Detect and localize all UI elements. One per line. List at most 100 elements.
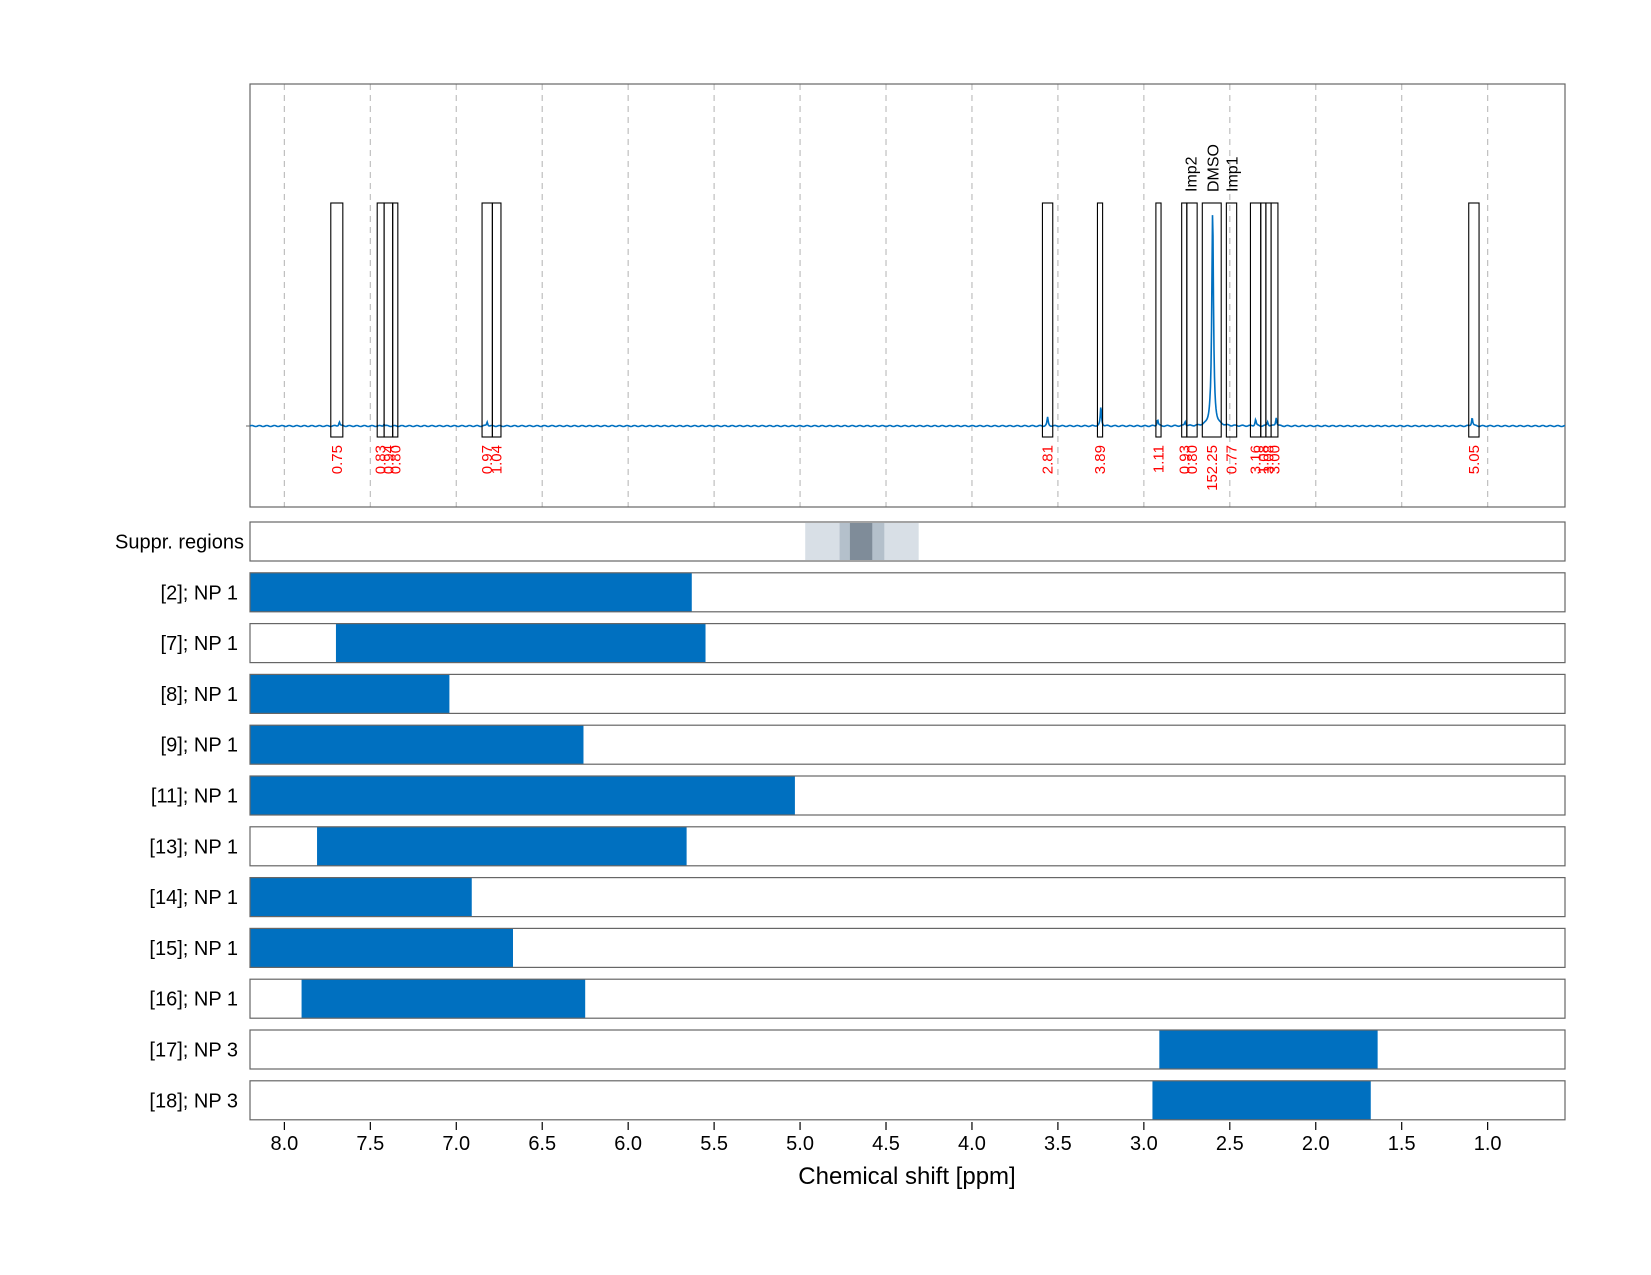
bar-row-frame bbox=[249, 724, 1566, 765]
x-tick-label: 6.0 bbox=[614, 1133, 642, 1155]
bar-row-label: [16]; NP 1 bbox=[149, 989, 238, 1011]
integral-label: 2.81 bbox=[1040, 445, 1057, 474]
integral-label: 152.25 bbox=[1204, 445, 1221, 491]
integral-label: 3.89 bbox=[1092, 445, 1109, 474]
x-tick-label: 7.5 bbox=[356, 1133, 384, 1155]
x-tick-label: 5.5 bbox=[700, 1133, 728, 1155]
region-bar bbox=[301, 979, 586, 1019]
bar-row-label: [14]; NP 1 bbox=[149, 887, 238, 909]
x-tick-label: 3.0 bbox=[1130, 1133, 1158, 1155]
bar-row-label: [7]; NP 1 bbox=[161, 633, 238, 655]
annotation-label: Imp1 bbox=[1225, 156, 1242, 192]
integral-label: 0.93 bbox=[1176, 445, 1193, 474]
bar-row-frame bbox=[249, 876, 1566, 918]
x-tick-label: 1.5 bbox=[1388, 1133, 1416, 1155]
bar-row-frame bbox=[249, 1029, 1566, 1070]
integral-label: 3.08 bbox=[1260, 445, 1277, 474]
integral-label: 0.77 bbox=[1224, 445, 1241, 474]
integral-box bbox=[1186, 202, 1198, 438]
grid-lines bbox=[246, 84, 1489, 507]
suppression-panel: Suppr. regions bbox=[115, 521, 1566, 562]
integral-label: 0.80 bbox=[387, 445, 404, 474]
region-bar bbox=[250, 572, 692, 612]
integral-box bbox=[1096, 202, 1104, 438]
bar-row-frame bbox=[249, 673, 1566, 715]
region-bar bbox=[250, 877, 472, 917]
x-tick-label: 4.0 bbox=[958, 1133, 986, 1155]
integral-box bbox=[1265, 202, 1272, 438]
integral-box bbox=[1041, 202, 1054, 438]
region-bar bbox=[1159, 1030, 1378, 1069]
annotation-label: DMSO bbox=[1206, 144, 1223, 192]
integral-box bbox=[392, 202, 399, 438]
integral-box bbox=[1181, 202, 1188, 438]
integral-box bbox=[1270, 202, 1279, 438]
region-bars: [2]; NP 1 [7]; NP 1 [8]; NP 1 [9]; NP 1 [11]… bbox=[149, 572, 1566, 1121]
integral-box bbox=[491, 202, 502, 438]
integral-label: 1.11 bbox=[1150, 445, 1167, 473]
region-bar bbox=[1152, 1080, 1371, 1120]
integral-box bbox=[383, 202, 394, 438]
x-tick-label: 2.0 bbox=[1302, 1133, 1330, 1155]
bar-row-label: [11]; NP 1 bbox=[151, 786, 238, 808]
integral-box bbox=[1201, 202, 1222, 438]
x-axis: 8.0 7.5 7.0 6.5 6.0 5.5 5.0 4.5 4.0 3.5 3.0 2.5 2.0 1… bbox=[270, 1122, 1502, 1155]
bar-row-label: [9]; NP 1 bbox=[161, 735, 238, 757]
bar-row-label: [13]; NP 1 bbox=[149, 836, 238, 858]
integral-label: 0.75 bbox=[329, 445, 346, 474]
integral-label: 3.00 bbox=[1266, 445, 1283, 474]
x-tick-label: 7.0 bbox=[442, 1133, 470, 1155]
region-bar bbox=[250, 674, 450, 714]
integral-label: 5.05 bbox=[1466, 445, 1483, 474]
bar-row-frame bbox=[249, 927, 1566, 969]
integral-box bbox=[1225, 202, 1238, 438]
integral-label: 0.94 bbox=[380, 445, 397, 474]
integral-label: 3.16 bbox=[1248, 445, 1265, 474]
x-tick-label: 3.5 bbox=[1044, 1133, 1072, 1155]
bar-row-label: [17]; NP 3 bbox=[149, 1040, 238, 1062]
bar-row-label: [8]; NP 1 bbox=[161, 684, 238, 706]
bar-row-label: [18]; NP 3 bbox=[149, 1090, 238, 1112]
integral-box bbox=[481, 202, 493, 438]
integral-box bbox=[1155, 202, 1162, 438]
bar-row-frame bbox=[249, 978, 1566, 1019]
integral-box bbox=[376, 202, 385, 438]
region-bar bbox=[317, 826, 687, 866]
integral-box bbox=[1260, 202, 1267, 438]
integral-box bbox=[1249, 202, 1262, 438]
suppression-band bbox=[849, 523, 873, 560]
region-bar bbox=[250, 928, 513, 968]
integral-regions: 0.75 0.830.940.80 0.971.04 2.81 3.89 1.11 0.93… bbox=[329, 202, 1483, 491]
spectrum-trace bbox=[249, 215, 1566, 428]
x-tick-label: 5.0 bbox=[786, 1133, 814, 1155]
bar-row-frame bbox=[249, 775, 1566, 816]
bar-row-frame bbox=[249, 1080, 1566, 1121]
integral-label: 1.08 bbox=[1255, 445, 1272, 474]
bar-row-frame bbox=[249, 572, 1566, 613]
bar-row-label: [15]; NP 1 bbox=[149, 938, 238, 960]
suppression-frame bbox=[249, 521, 1566, 562]
integral-label: 1.04 bbox=[489, 445, 506, 474]
bar-row-label: [2]; NP 1 bbox=[161, 582, 238, 604]
x-axis-title: Chemical shift [ppm] bbox=[798, 1163, 1015, 1190]
x-tick-label: 8.0 bbox=[270, 1133, 298, 1155]
integral-label: 0.80 bbox=[1184, 445, 1201, 474]
integral-box bbox=[330, 202, 344, 438]
integral-box bbox=[1468, 202, 1480, 438]
region-bar bbox=[250, 725, 584, 765]
peak-annotations: Imp2 DMSO Imp1 bbox=[1183, 144, 1241, 192]
region-bar bbox=[250, 776, 795, 815]
annotation-label: Imp2 bbox=[1183, 156, 1200, 192]
integral-label: 0.97 bbox=[479, 445, 496, 474]
x-tick-label: 1.0 bbox=[1474, 1133, 1502, 1155]
bar-row-frame bbox=[249, 622, 1566, 664]
x-tick-label: 4.5 bbox=[872, 1133, 900, 1155]
region-bar bbox=[335, 623, 706, 663]
suppression-label: Suppr. regions bbox=[115, 532, 244, 554]
x-tick-label: 6.5 bbox=[528, 1133, 556, 1155]
x-tick-label: 2.5 bbox=[1216, 1133, 1244, 1155]
bar-row-frame bbox=[249, 826, 1566, 867]
integral-label: 0.83 bbox=[373, 445, 390, 474]
spectrum-panel bbox=[249, 83, 1566, 508]
